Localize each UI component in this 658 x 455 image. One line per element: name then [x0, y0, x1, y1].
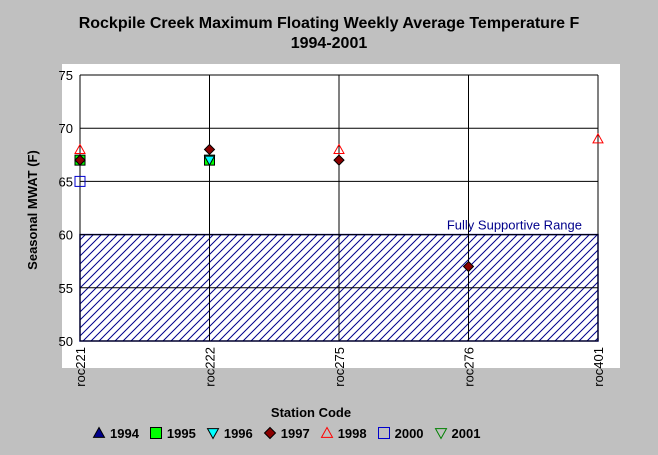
- data-point-1997: [74, 154, 86, 166]
- y-tick-label: 60: [59, 228, 73, 243]
- legend-label: 1998: [337, 425, 367, 441]
- legend-marker-1994: [92, 426, 106, 438]
- data-points: [74, 132, 604, 273]
- legend-item-2001: 2001: [434, 425, 481, 441]
- legend-label: 1996: [223, 425, 253, 441]
- data-point-2000: [74, 175, 86, 187]
- data-point-1997: [462, 260, 475, 273]
- legend-marker-1997: [263, 426, 276, 440]
- legend-item-1998: 1998: [320, 426, 367, 441]
- grid-lines: [79, 74, 599, 342]
- data-point-1998: [592, 132, 604, 144]
- legend-swatch: [263, 426, 276, 440]
- x-tick-labels: roc221 roc222 roc275 roc276 roc401: [73, 347, 606, 387]
- legend-item-1995: 1995: [149, 426, 196, 441]
- x-tick-label: roc222: [203, 347, 218, 387]
- legend-marker-1996: [206, 428, 220, 440]
- chart-subtitle: 1994-2001: [290, 35, 368, 52]
- legend-swatch: [377, 427, 390, 439]
- legend-label: 1995: [166, 425, 196, 441]
- y-tick-labels: 50 55 60 65 70 75: [59, 68, 73, 349]
- data-point-1998: [74, 143, 86, 154]
- y-tick-label: 75: [59, 68, 73, 83]
- data-point-1996: [203, 155, 216, 167]
- legend-swatch: [149, 427, 162, 439]
- legend-swatch: [206, 428, 220, 440]
- x-tick-label: roc275: [332, 347, 347, 387]
- y-tick-label: 55: [59, 281, 73, 296]
- legend-marker-2001: [434, 428, 447, 440]
- data-point-1997: [203, 143, 216, 156]
- x-tick-label: roc221: [73, 347, 88, 387]
- legend-label: 2000: [394, 425, 424, 441]
- legend-marker-1998: [320, 426, 334, 438]
- legend-label: 1997: [280, 425, 310, 441]
- y-tick-label: 70: [59, 121, 73, 136]
- chart-title: Rockpile Creek Maximum Floating Weekly A…: [0, 14, 658, 54]
- legend-item-1994: 1994: [92, 426, 139, 441]
- band-label: Fully Supportive Range: [447, 218, 582, 233]
- legend-marker-2000: [377, 427, 390, 439]
- y-tick-label: 50: [59, 334, 73, 349]
- data-point-1997: [333, 154, 345, 166]
- legend-label: 2001: [451, 425, 481, 441]
- legend-item-1996: 1996: [206, 426, 253, 441]
- chart-legend: 1994 1995 1996 1997 1998 2000 2001: [92, 424, 490, 442]
- legend-item-2000: 2000: [377, 426, 424, 441]
- data-point-1998: [333, 143, 345, 154]
- y-axis-label: Seasonal MWAT (F): [25, 150, 40, 270]
- legend-marker-1995: [149, 427, 162, 439]
- x-tick-label: roc276: [462, 347, 477, 387]
- legend-item-1997: 1997: [263, 426, 310, 441]
- legend-swatch: [92, 426, 106, 438]
- y-tick-label: 65: [59, 174, 73, 189]
- chart-title-line1: Rockpile Creek Maximum Floating Weekly A…: [78, 15, 580, 32]
- legend-label: 1994: [110, 425, 139, 441]
- legend-swatch: [434, 428, 447, 440]
- legend-swatch: [320, 426, 334, 438]
- x-tick-label: roc401: [591, 347, 606, 387]
- x-axis-label: Station Code: [271, 405, 351, 420]
